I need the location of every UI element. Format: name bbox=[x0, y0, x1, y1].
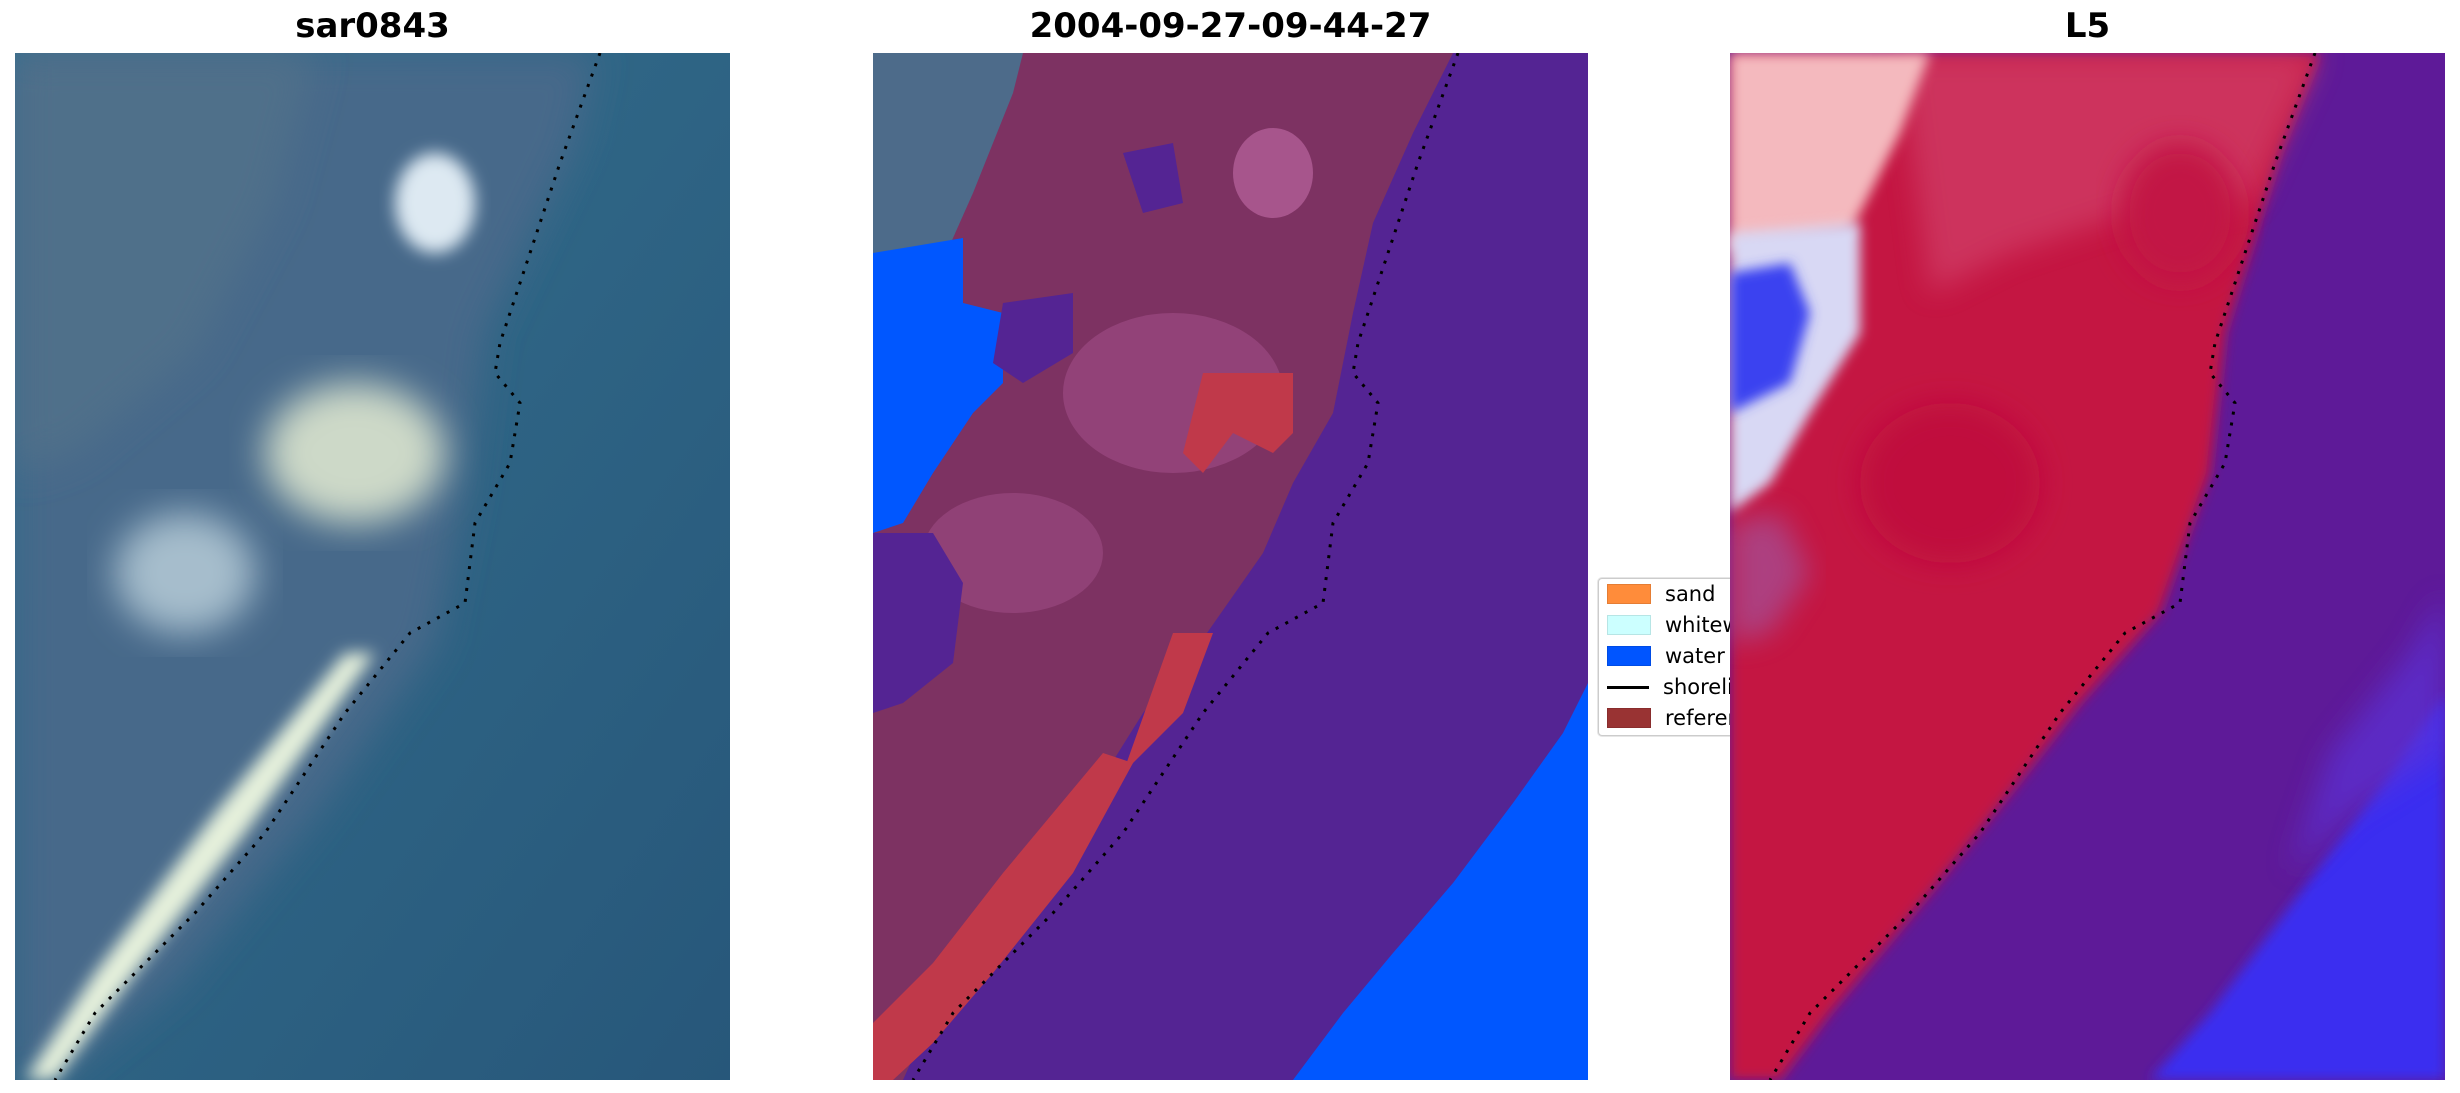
whitewater-swatch bbox=[1607, 615, 1651, 635]
rgb-image-panel bbox=[15, 53, 730, 1080]
shoreline-line bbox=[1607, 685, 1649, 689]
classified-image bbox=[873, 53, 1588, 1080]
legend-item-sand: sand bbox=[1607, 581, 1715, 607]
index-image-panel bbox=[1730, 53, 2445, 1080]
legend-label: water bbox=[1665, 644, 1725, 668]
legend-label: sand bbox=[1665, 582, 1716, 606]
legend-item-water: water bbox=[1607, 643, 1725, 669]
legend-item-reference: reference bbox=[1607, 705, 1739, 731]
panel-title-index: L5 bbox=[2064, 6, 2111, 46]
legend-item-shoreline: shoreline bbox=[1607, 674, 1739, 700]
panel-title-rgb: sar0843 bbox=[295, 6, 450, 46]
reference-swatch bbox=[1607, 708, 1651, 728]
legend-label: reference bbox=[1665, 706, 1739, 730]
legend-label: shoreline bbox=[1663, 675, 1739, 699]
rgb-image bbox=[15, 53, 730, 1080]
panel-title-classified: 2004-09-27-09-44-27 bbox=[1029, 6, 1432, 46]
index-image bbox=[1730, 53, 2445, 1080]
water-swatch bbox=[1607, 646, 1651, 666]
sand-swatch bbox=[1607, 584, 1651, 604]
classified-image-panel bbox=[873, 53, 1588, 1080]
